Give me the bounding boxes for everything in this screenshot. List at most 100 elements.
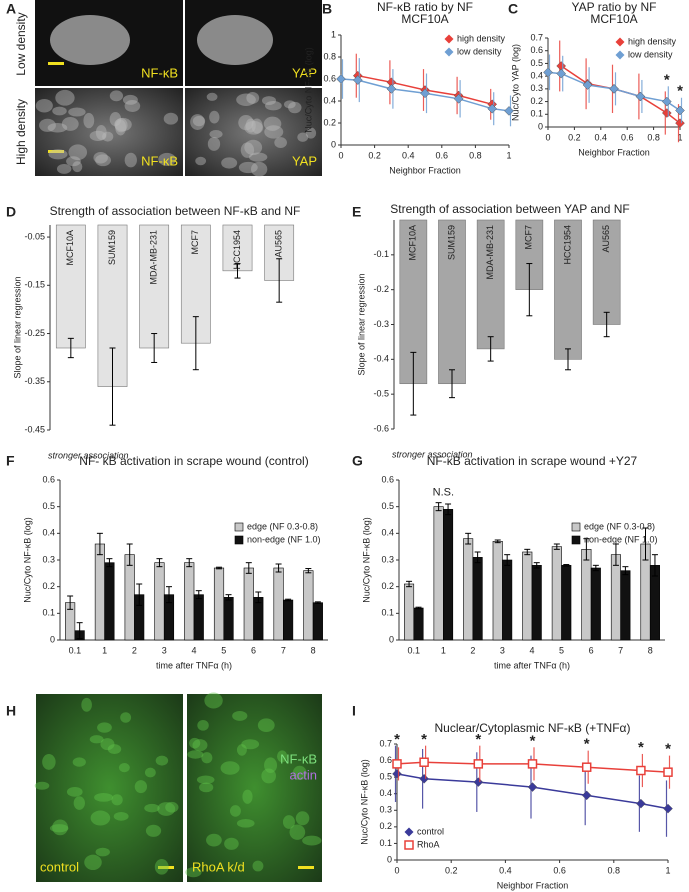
bar bbox=[531, 565, 542, 641]
cell bbox=[248, 152, 268, 162]
y-tick-label: 0.1 bbox=[379, 838, 392, 848]
x-tick-label: 7 bbox=[281, 645, 286, 655]
cell bbox=[158, 152, 176, 166]
cell bbox=[124, 100, 141, 112]
cell bbox=[163, 112, 179, 125]
cell bbox=[241, 739, 260, 750]
y-tick-label: -0.05 bbox=[24, 231, 45, 241]
annotation: * bbox=[665, 741, 671, 758]
condition-label: RhoA k/d bbox=[192, 859, 245, 874]
legend-label: high density bbox=[628, 36, 677, 46]
cell bbox=[144, 803, 160, 813]
marker bbox=[581, 790, 592, 801]
x-tick-label: 0.2 bbox=[445, 865, 458, 875]
image-tile bbox=[36, 694, 183, 882]
y-tick-label: 0.4 bbox=[530, 71, 543, 81]
x-tick-label: 0.4 bbox=[499, 865, 512, 875]
x-axis-label: Neighbor Fraction bbox=[389, 165, 461, 175]
annotation: * bbox=[664, 71, 670, 88]
marker bbox=[543, 67, 553, 78]
cell bbox=[102, 131, 114, 142]
bar bbox=[515, 219, 544, 290]
y-tick-label: 0.7 bbox=[530, 32, 543, 42]
category-label: MCF10A bbox=[408, 225, 418, 261]
x-tick-label: 1 bbox=[506, 150, 511, 160]
category-label: HCC1954 bbox=[562, 225, 572, 265]
panel-letter: E bbox=[352, 204, 361, 220]
cell bbox=[39, 118, 56, 132]
y-tick-label: 0.6 bbox=[381, 474, 394, 484]
y-tick-label: 0.6 bbox=[323, 73, 336, 83]
x-tick-label: 1 bbox=[665, 865, 670, 875]
panel-letter: G bbox=[352, 453, 363, 469]
legend-label: edge (NF 0.3-0.8) bbox=[247, 521, 318, 531]
cell bbox=[72, 161, 83, 173]
legend-swatch bbox=[404, 827, 414, 837]
chart-title: Strength of association between YAP and … bbox=[390, 202, 629, 216]
bar bbox=[592, 219, 621, 325]
condition-label: control bbox=[40, 859, 79, 874]
texture bbox=[34, 89, 322, 878]
y-tick-label: 0 bbox=[50, 634, 55, 644]
bar bbox=[253, 597, 264, 641]
marker bbox=[663, 803, 673, 814]
x-tick-label: 0.4 bbox=[595, 132, 608, 142]
panel-letter: B bbox=[322, 1, 332, 17]
x-tick-label: 0.2 bbox=[368, 150, 381, 160]
scale-bar bbox=[298, 866, 314, 869]
bar bbox=[620, 570, 631, 641]
x-tick-label: 0.8 bbox=[608, 865, 621, 875]
annotation: * bbox=[638, 739, 644, 756]
annotation: * bbox=[530, 732, 536, 749]
channel-label: YAP bbox=[292, 153, 317, 168]
x-tick-label: 4 bbox=[529, 645, 534, 655]
cell bbox=[83, 112, 95, 129]
bar bbox=[476, 219, 505, 350]
annotation: N.S. bbox=[433, 487, 454, 499]
marker bbox=[419, 773, 429, 784]
bar bbox=[561, 565, 572, 641]
legend-label: high density bbox=[457, 33, 506, 43]
y-tick-label: 0.5 bbox=[530, 58, 543, 68]
x-tick-label: 0.1 bbox=[69, 645, 82, 655]
annotation: * bbox=[394, 731, 400, 748]
y-tick-label: 0 bbox=[389, 634, 394, 644]
legend-swatch bbox=[571, 522, 581, 532]
cell bbox=[144, 767, 156, 778]
legend-label: edge (NF 0.3-0.8) bbox=[584, 521, 655, 531]
cell bbox=[305, 127, 317, 139]
chart-title: Nuclear/Cytoplasmic NF-κB (+TNFα) bbox=[435, 721, 631, 735]
cell bbox=[224, 837, 239, 850]
channel-label: actin bbox=[290, 767, 317, 782]
cell bbox=[251, 118, 263, 134]
legend-label: non-edge (NF 1.0) bbox=[584, 534, 658, 544]
y-axis-label: Nuc/Cyto YAP (log) bbox=[510, 44, 520, 121]
marker bbox=[420, 88, 430, 99]
cell bbox=[145, 824, 162, 837]
chart-title: Strength of association between NF-κB an… bbox=[50, 204, 301, 218]
series-line bbox=[560, 65, 681, 124]
x-tick-label: 0 bbox=[338, 150, 343, 160]
y-tick-label: -0.4 bbox=[373, 354, 389, 364]
bar bbox=[243, 567, 254, 641]
panel-letter: I bbox=[352, 703, 356, 719]
y-axis-label: Slope of linear regression bbox=[356, 273, 366, 375]
legend-label: low density bbox=[457, 46, 502, 56]
y-tick-label: 0.6 bbox=[42, 474, 55, 484]
y-tick-label: -0.1 bbox=[373, 249, 389, 259]
legend-swatch bbox=[615, 37, 625, 47]
cell bbox=[81, 697, 92, 712]
cell bbox=[56, 163, 72, 174]
cell bbox=[165, 801, 179, 813]
marker bbox=[504, 106, 514, 116]
x-tick-label: 0.6 bbox=[621, 132, 634, 142]
cell bbox=[185, 867, 202, 878]
cell bbox=[257, 718, 275, 733]
cell bbox=[289, 824, 306, 840]
cell bbox=[242, 789, 253, 804]
cell bbox=[89, 130, 107, 141]
marker bbox=[675, 105, 685, 116]
note: stronger association bbox=[48, 450, 129, 460]
cell bbox=[90, 810, 111, 826]
